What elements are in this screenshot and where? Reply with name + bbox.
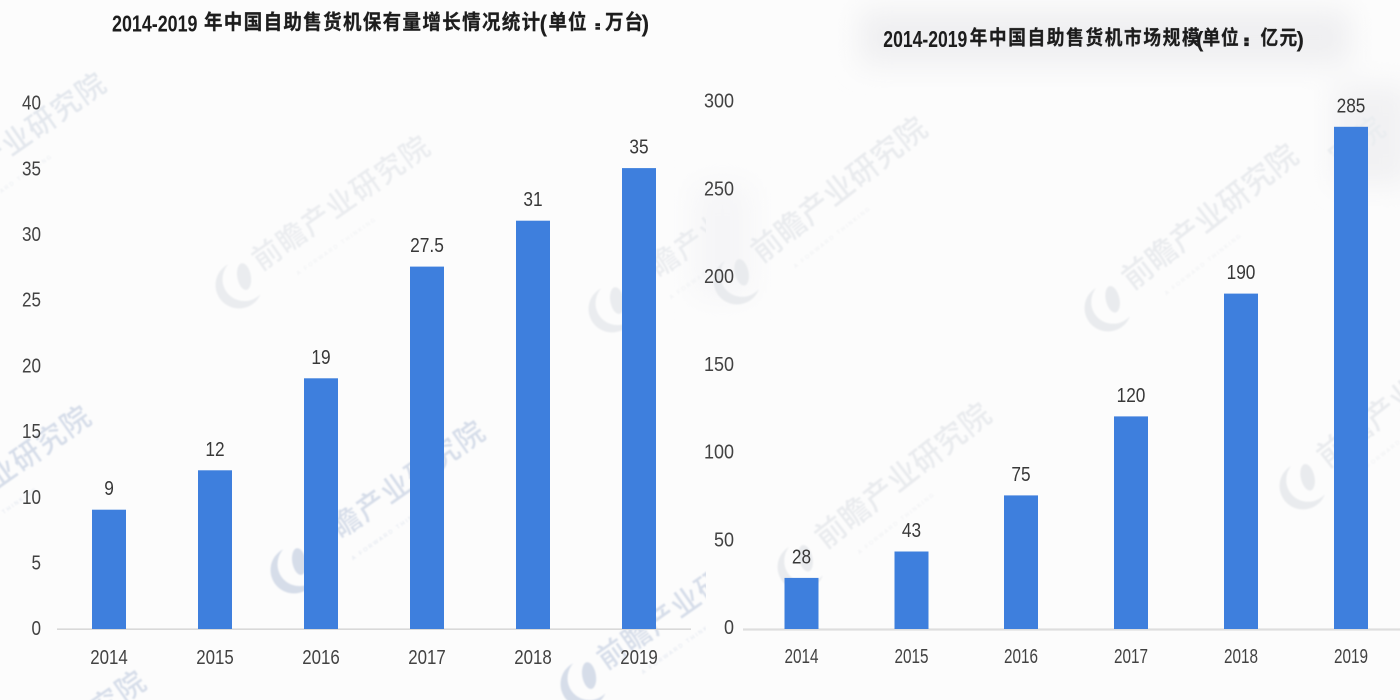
svg-text:2019: 2019 <box>1334 646 1368 668</box>
svg-text:(: ( <box>1196 27 1204 52</box>
svg-text:19: 19 <box>311 347 330 369</box>
svg-text:35: 35 <box>22 158 41 180</box>
svg-text:25: 25 <box>22 290 41 312</box>
svg-text:): ) <box>1297 27 1305 52</box>
svg-text:43: 43 <box>902 520 921 542</box>
svg-text:120: 120 <box>1117 385 1146 407</box>
svg-text:250: 250 <box>704 178 734 200</box>
svg-text:2014: 2014 <box>90 647 128 669</box>
svg-text:300: 300 <box>704 91 734 113</box>
svg-text:75: 75 <box>1011 464 1030 486</box>
svg-text:): ) <box>642 11 650 37</box>
svg-text:2014: 2014 <box>785 646 819 668</box>
svg-text:2018: 2018 <box>1224 646 1258 668</box>
svg-text:50: 50 <box>714 529 734 551</box>
svg-text:5: 5 <box>32 553 42 575</box>
svg-text:0: 0 <box>32 618 42 640</box>
svg-text:40: 40 <box>22 93 41 115</box>
svg-text:2017: 2017 <box>1114 646 1148 668</box>
svg-text:2015: 2015 <box>895 646 929 668</box>
svg-text:2014-2019: 2014-2019 <box>112 11 198 37</box>
svg-text:9: 9 <box>104 478 114 500</box>
svg-text:30: 30 <box>22 224 41 246</box>
svg-text:2017: 2017 <box>408 647 446 669</box>
svg-text:2018: 2018 <box>514 647 552 669</box>
svg-text:2014-2019: 2014-2019 <box>883 26 967 52</box>
svg-text:31: 31 <box>523 189 542 211</box>
svg-text:15: 15 <box>22 421 41 443</box>
svg-text:100: 100 <box>704 442 734 464</box>
svg-text:35: 35 <box>629 137 648 159</box>
svg-text:12: 12 <box>205 439 224 461</box>
svg-text:285: 285 <box>1337 95 1366 117</box>
svg-text:28: 28 <box>792 546 811 568</box>
svg-text:0: 0 <box>724 617 734 639</box>
svg-text:10: 10 <box>22 487 41 509</box>
svg-text:20: 20 <box>22 355 41 377</box>
svg-text:2015: 2015 <box>196 647 234 669</box>
svg-text:190: 190 <box>1227 262 1256 284</box>
svg-text:2019: 2019 <box>620 647 658 669</box>
svg-text:2016: 2016 <box>1004 646 1038 668</box>
svg-text:27.5: 27.5 <box>410 235 444 257</box>
svg-text:150: 150 <box>704 354 734 376</box>
svg-text:200: 200 <box>704 266 734 288</box>
svg-text:(: ( <box>540 11 548 37</box>
svg-text:2016: 2016 <box>302 647 340 669</box>
